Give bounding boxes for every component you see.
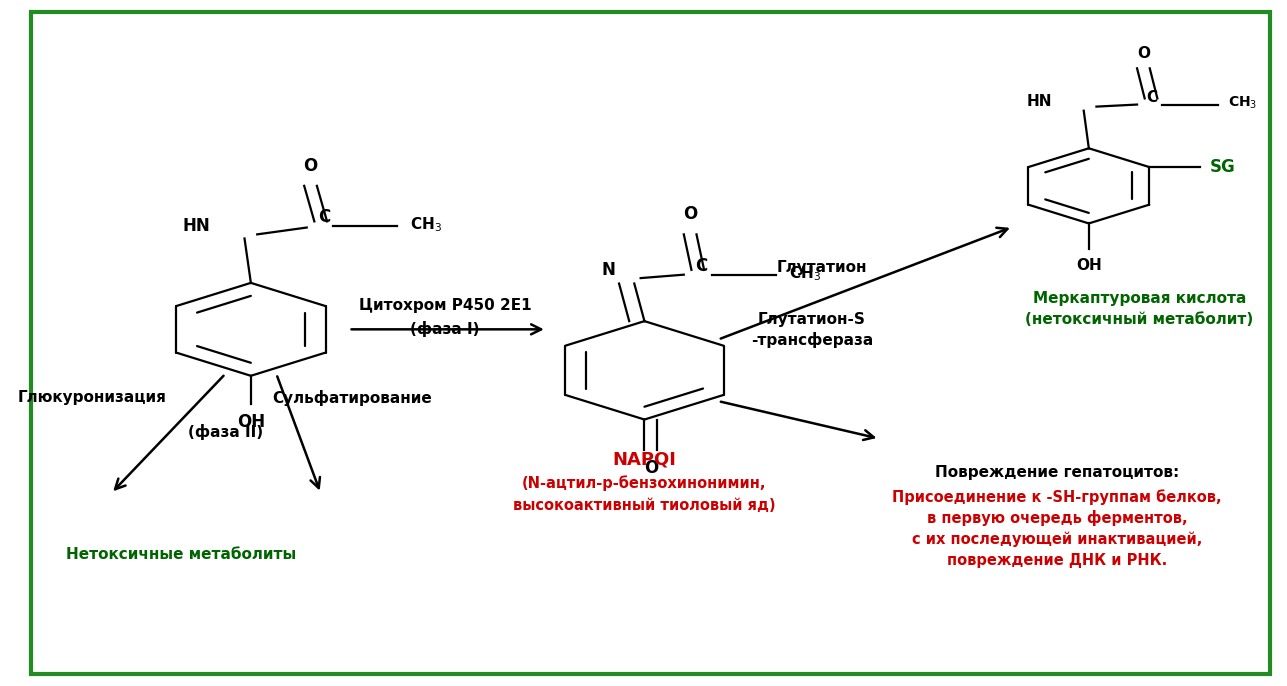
Text: Глутатион-S: Глутатион-S bbox=[758, 311, 866, 327]
Text: CH$_3$: CH$_3$ bbox=[409, 215, 441, 234]
Text: (фаза II): (фаза II) bbox=[188, 424, 263, 440]
Text: HN: HN bbox=[1027, 94, 1051, 108]
FancyBboxPatch shape bbox=[31, 12, 1270, 674]
Text: Меркаптуровая кислота: Меркаптуровая кислота bbox=[1033, 291, 1246, 306]
Text: Цитохром Р450 2Е1: Цитохром Р450 2Е1 bbox=[359, 298, 532, 313]
Text: (нетоксичный метаболит): (нетоксичный метаболит) bbox=[1026, 311, 1254, 327]
Text: Глюкуронизация: Глюкуронизация bbox=[18, 390, 166, 405]
Text: CH$_3$: CH$_3$ bbox=[1229, 95, 1257, 111]
Text: Сульфатирование: Сульфатирование bbox=[273, 390, 432, 405]
Text: -трансфераза: -трансфераза bbox=[750, 331, 873, 348]
Text: SG: SG bbox=[1210, 158, 1236, 176]
Text: Присоединение к -SH-группам белков,: Присоединение к -SH-группам белков, bbox=[892, 489, 1221, 505]
Text: NAPQI: NAPQI bbox=[613, 450, 677, 468]
Text: (фаза I): (фаза I) bbox=[411, 321, 480, 338]
Text: OH: OH bbox=[1076, 258, 1102, 272]
Text: повреждение ДНК и РНК.: повреждение ДНК и РНК. bbox=[947, 553, 1167, 568]
Text: C: C bbox=[318, 208, 331, 226]
Text: (N-ацтил-р-бензохинонимин,: (N-ацтил-р-бензохинонимин, bbox=[523, 475, 767, 491]
Text: высокоактивный тиоловый яд): высокоактивный тиоловый яд) bbox=[514, 498, 776, 513]
Text: O: O bbox=[304, 157, 318, 175]
Text: N: N bbox=[601, 261, 615, 279]
Text: O: O bbox=[644, 459, 658, 477]
Text: в первую очередь ферментов,: в первую очередь ферментов, bbox=[927, 510, 1188, 526]
Text: Нетоксичные метаболиты: Нетоксичные метаболиты bbox=[66, 547, 296, 563]
Text: с их последующей инактивацией,: с их последующей инактивацией, bbox=[912, 532, 1202, 547]
Text: Повреждение гепатоцитов:: Повреждение гепатоцитов: bbox=[934, 465, 1179, 480]
Text: CH$_3$: CH$_3$ bbox=[789, 264, 821, 283]
Text: O: O bbox=[1136, 46, 1149, 61]
Text: O: O bbox=[683, 205, 698, 224]
Text: OH: OH bbox=[237, 414, 265, 431]
Text: HN: HN bbox=[183, 217, 210, 235]
Text: Глутатион: Глутатион bbox=[777, 261, 867, 275]
Text: C: C bbox=[1147, 91, 1158, 105]
Text: C: C bbox=[695, 257, 708, 274]
